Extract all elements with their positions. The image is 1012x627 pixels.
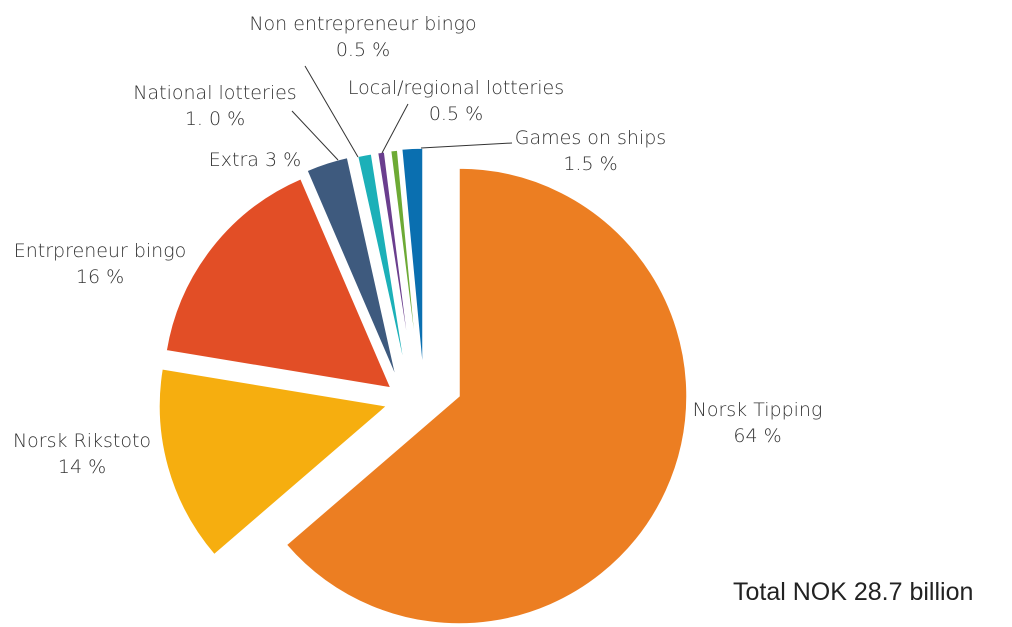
pie-slice-non-entrepreneur-bingo bbox=[376, 150, 414, 379]
label-name: Non entrepreneur bingo bbox=[249, 13, 477, 35]
label-name: Entrpreneur bingo bbox=[13, 240, 187, 262]
total-label: Total NOK 28.7 billion bbox=[733, 578, 974, 606]
label-name: Extra bbox=[208, 149, 259, 171]
label-value: 3 % bbox=[265, 149, 302, 171]
label-value: 16 % bbox=[75, 266, 125, 288]
label-value: 64 % bbox=[733, 425, 782, 447]
leader-line bbox=[420, 142, 513, 149]
label-value: 0.5 % bbox=[335, 39, 391, 61]
pie-slice-extra bbox=[305, 156, 398, 381]
label-entrpreneur-bingo: Entrpreneur bingo 16 % bbox=[2, 238, 198, 290]
pie-slice-entrpreneur-bingo bbox=[165, 177, 393, 389]
label-value: 1.5 % bbox=[563, 153, 618, 175]
label-non-entrepreneur-bingo: Non entrepreneur bingo 0.5 % bbox=[228, 11, 498, 63]
label-national-lotteries: National lotteries 1. 0 % bbox=[120, 80, 310, 132]
leader-line bbox=[381, 103, 409, 154]
leader-line bbox=[304, 65, 359, 158]
label-extra: Extra 3 % bbox=[200, 147, 310, 173]
label-name: Games on ships bbox=[514, 127, 667, 149]
leader-line bbox=[291, 110, 339, 161]
pie-slice-local-regional-lotteries bbox=[389, 149, 420, 378]
pie-slices bbox=[158, 147, 688, 625]
label-norsk-tipping: Norsk Tipping 64 % bbox=[680, 397, 835, 449]
label-name: National lotteries bbox=[133, 82, 297, 104]
label-value: 1. 0 % bbox=[184, 108, 246, 130]
label-games-on-ships: Games on ships 1.5 % bbox=[508, 125, 673, 177]
label-value: 0.5 % bbox=[428, 103, 484, 125]
label-norsk-rikstoto: Norsk Rikstoto 14 % bbox=[2, 428, 162, 480]
leader-lines bbox=[291, 65, 513, 161]
label-local-regional-lotteries: Local/regional lotteries 0.5 % bbox=[336, 75, 576, 127]
label-name: Local/regional lotteries bbox=[347, 77, 565, 99]
label-value: 14 % bbox=[57, 456, 107, 478]
pie-slice-norsk-tipping bbox=[285, 167, 688, 625]
pie-slice-norsk-rikstoto bbox=[158, 367, 389, 556]
label-name: Norsk Tipping bbox=[692, 399, 823, 421]
label-name: Norsk Rikstoto bbox=[12, 430, 152, 452]
